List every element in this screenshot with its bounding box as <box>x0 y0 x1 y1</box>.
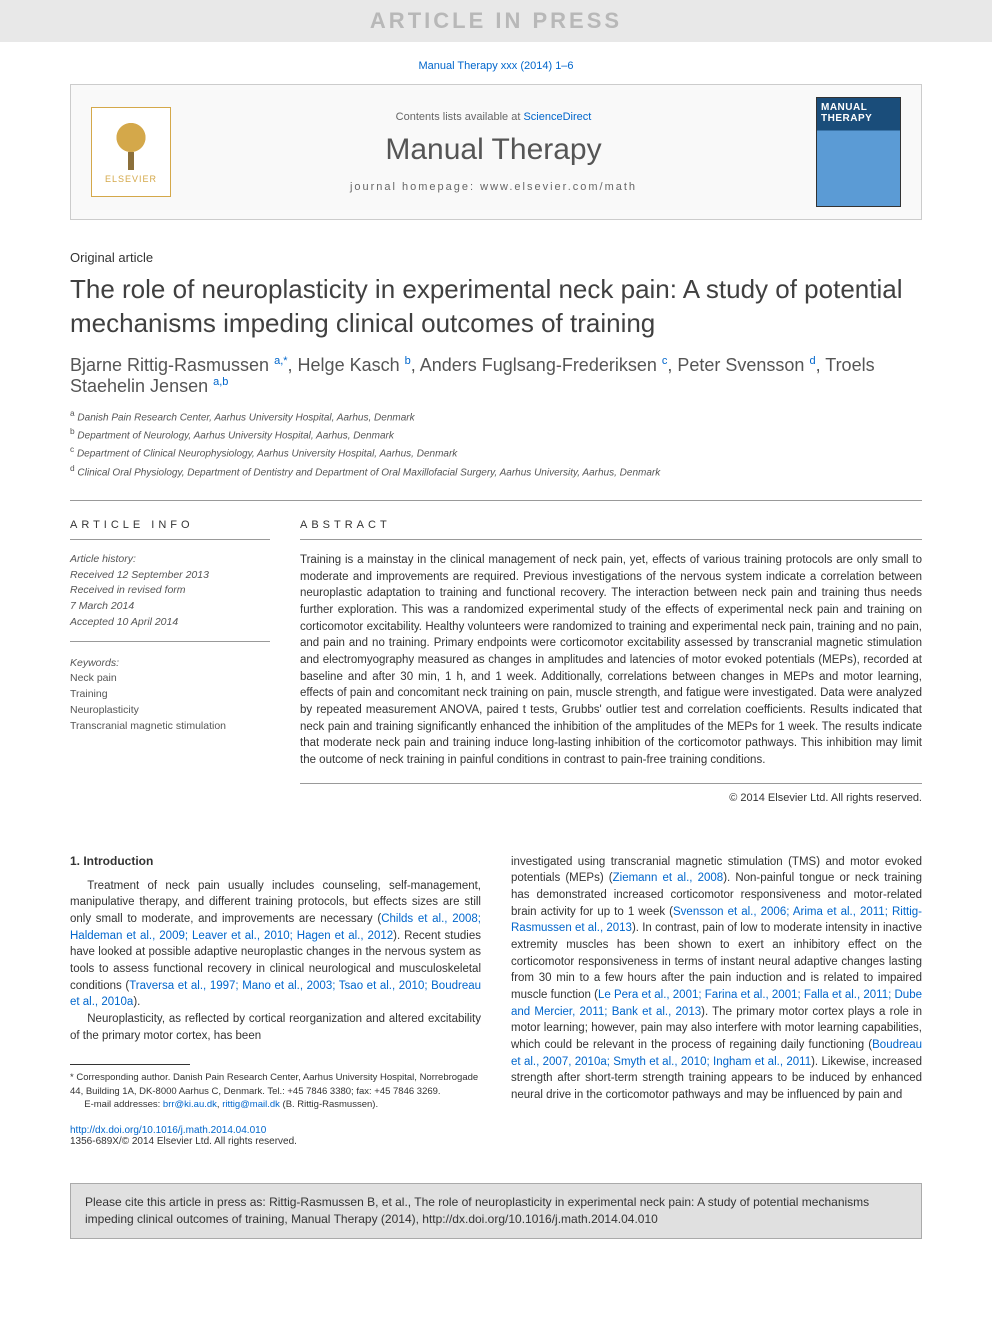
citation-header: Manual Therapy xxx (2014) 1–6 <box>0 42 992 84</box>
email-suffix: (B. Rittig-Rasmussen). <box>280 1099 378 1110</box>
email-footnote: E-mail addresses: brr@ki.au.dk, rittig@m… <box>70 1098 481 1111</box>
cite-this-article-box: Please cite this article in press as: Ri… <box>70 1183 922 1239</box>
article-history: Article history: Received 12 September 2… <box>70 552 270 642</box>
body-para-1: Treatment of neck pain usually includes … <box>70 878 481 1011</box>
journal-cover-thumbnail: MANUAL THERAPY <box>816 97 901 207</box>
contents-text: Contents lists available at <box>396 111 524 123</box>
citation-ref[interactable]: Ziemann et al., 2008 <box>613 872 724 884</box>
affiliations: a Danish Pain Research Center, Aarhus Un… <box>70 407 922 480</box>
history-label: Article history: <box>70 552 270 568</box>
issn-line: 1356-689X/© 2014 Elsevier Ltd. All right… <box>70 1136 481 1147</box>
email-link[interactable]: brr@ki.au.dk <box>163 1099 217 1110</box>
elsevier-tree-icon <box>106 120 156 170</box>
body-two-column: 1. Introduction Treatment of neck pain u… <box>70 854 922 1148</box>
body-text-span: ). <box>133 996 140 1008</box>
doi-line: http://dx.doi.org/10.1016/j.math.2014.04… <box>70 1125 481 1136</box>
keywords-block: Keywords: Neck painTrainingNeuroplastici… <box>70 656 270 735</box>
keywords-label: Keywords: <box>70 657 119 669</box>
elsevier-logo: ELSEVIER <box>91 107 171 197</box>
footnote-separator <box>70 1064 190 1065</box>
authors-line: Bjarne Rittig-Rasmussen a,*, Helge Kasch… <box>70 355 922 397</box>
journal-homepage: journal homepage: www.elsevier.com/math <box>171 181 816 193</box>
abstract-text: Training is a mainstay in the clinical m… <box>300 552 922 784</box>
sciencedirect-link[interactable]: ScienceDirect <box>523 111 591 123</box>
citation-ref[interactable]: Traversa et al., 1997; Mano et al., 2003… <box>70 980 481 1009</box>
cover-title: MANUAL THERAPY <box>817 98 900 128</box>
abstract-copyright: © 2014 Elsevier Ltd. All rights reserved… <box>300 792 922 804</box>
abstract-heading: ABSTRACT <box>300 519 922 540</box>
article-content: Original article The role of neuroplasti… <box>0 220 992 1167</box>
body-col-left: 1. Introduction Treatment of neck pain u… <box>70 854 481 1148</box>
doi-link[interactable]: http://dx.doi.org/10.1016/j.math.2014.04… <box>70 1125 266 1136</box>
header-center: Contents lists available at ScienceDirec… <box>171 111 816 193</box>
email-link[interactable]: rittig@mail.dk <box>222 1099 280 1110</box>
section-1-heading: 1. Introduction <box>70 854 481 868</box>
article-info-heading: ARTICLE INFO <box>70 519 270 540</box>
body-para-3: investigated using transcranial magnetic… <box>511 854 922 1104</box>
email-label: E-mail addresses: <box>84 1099 163 1110</box>
homepage-label: journal homepage: <box>350 181 480 193</box>
journal-name: Manual Therapy <box>171 133 816 167</box>
abstract-col: ABSTRACT Training is a mainstay in the c… <box>300 519 922 804</box>
article-title: The role of neuroplasticity in experimen… <box>70 273 922 341</box>
article-type: Original article <box>70 250 922 265</box>
page-root: ARTICLE IN PRESS Manual Therapy xxx (201… <box>0 0 992 1323</box>
body-col-right: investigated using transcranial magnetic… <box>511 854 922 1148</box>
contents-line: Contents lists available at ScienceDirec… <box>171 111 816 123</box>
info-abstract-row: ARTICLE INFO Article history: Received 1… <box>70 500 922 804</box>
article-in-press-banner: ARTICLE IN PRESS <box>0 0 992 42</box>
elsevier-label: ELSEVIER <box>105 174 157 184</box>
article-info-col: ARTICLE INFO Article history: Received 1… <box>70 519 270 804</box>
journal-header-box: ELSEVIER Contents lists available at Sci… <box>70 84 922 220</box>
corresponding-author-footnote: * Corresponding author. Danish Pain Rese… <box>70 1071 481 1098</box>
body-para-2: Neuroplasticity, as reflected by cortica… <box>70 1011 481 1044</box>
homepage-url[interactable]: www.elsevier.com/math <box>480 181 637 193</box>
